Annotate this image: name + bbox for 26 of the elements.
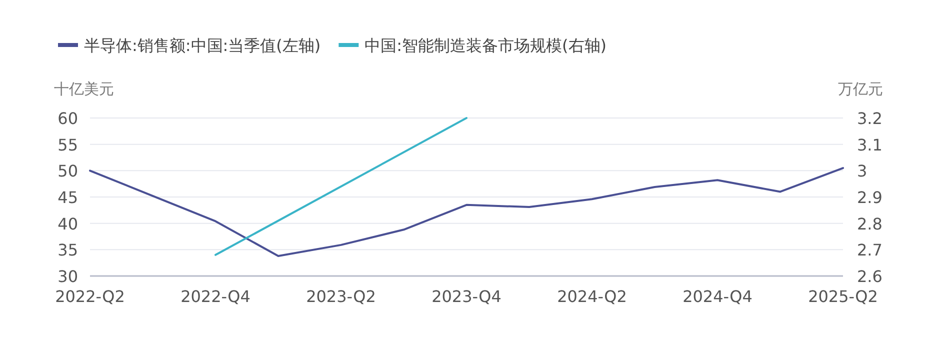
x-tick-label: 2022-Q4: [180, 287, 250, 306]
y-tick-label: 55: [58, 135, 78, 154]
y-tick-label: 60: [58, 109, 78, 128]
y2-tick-label: 2.7: [857, 240, 882, 260]
y-tick-label: 40: [58, 214, 78, 234]
y-tick-label: 45: [58, 188, 78, 207]
legend-label: 中国:智能制造装备市场规模(右轴): [364, 36, 607, 55]
y-tick-label: 35: [58, 240, 78, 260]
x-tick-label: 2024-Q4: [682, 287, 752, 306]
y2-tick-label: 3: [857, 162, 868, 181]
y2-axis-title: 万亿元: [838, 80, 883, 98]
y2-tick-label: 3.2: [857, 109, 882, 128]
legend-label: 半导体:销售额:中国:当季值(左轴): [84, 36, 321, 55]
x-tick-label: 2025-Q2: [808, 287, 878, 306]
y2-tick-label: 2.6: [857, 267, 882, 286]
y-tick-label: 50: [58, 162, 78, 181]
x-tick-label: 2023-Q4: [432, 287, 502, 306]
y2-tick-label: 3.1: [857, 135, 882, 154]
x-tick-label: 2022-Q2: [55, 287, 125, 306]
x-tick-label: 2023-Q2: [306, 287, 376, 306]
y-axis-title: 十亿美元: [54, 80, 114, 98]
line-series: [89, 167, 844, 257]
y-tick-label: 30: [58, 267, 78, 286]
x-tick-label: 2024-Q2: [557, 287, 627, 306]
y2-tick-label: 2.8: [857, 214, 882, 234]
y2-tick-label: 2.9: [857, 188, 882, 207]
